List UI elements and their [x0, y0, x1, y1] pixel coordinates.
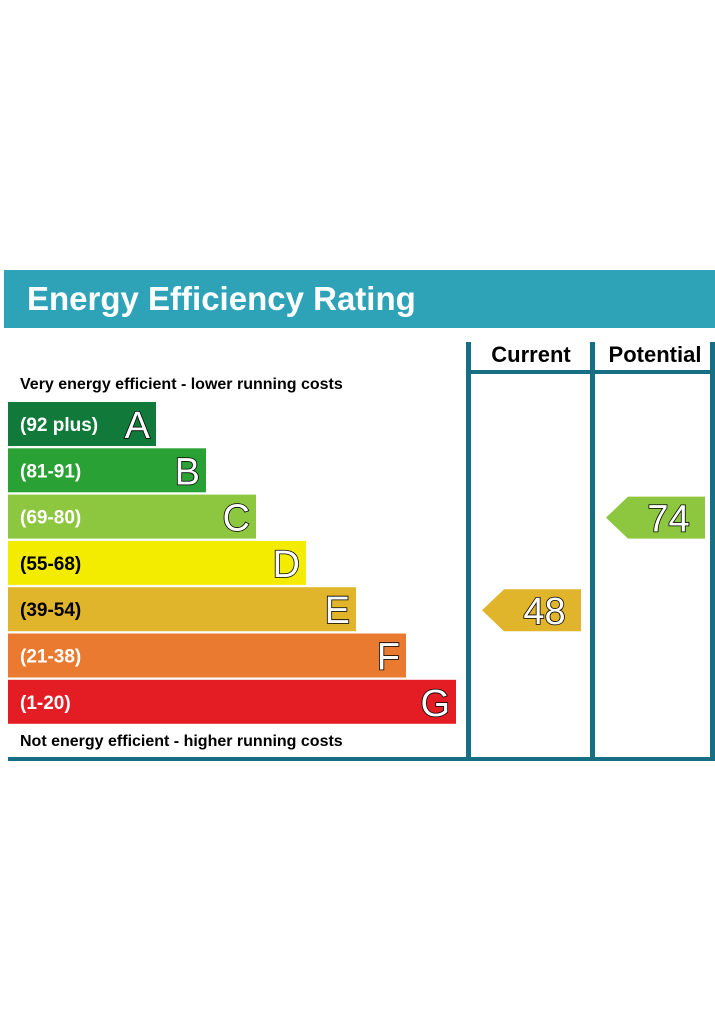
- band-letter-e: E: [325, 590, 350, 632]
- band-b: (81-91) B: [8, 448, 206, 494]
- band-range-g: (1-20): [20, 693, 71, 714]
- chart-title: Energy Efficiency Rating: [27, 280, 416, 317]
- band-bar-b: [8, 448, 206, 493]
- column-heading-potential: Potential: [609, 342, 702, 367]
- potential-arrow: 74: [606, 496, 705, 541]
- potential-value: 74: [647, 499, 689, 541]
- band-c: (69-80) C: [8, 494, 256, 540]
- band-e: (39-54) E: [8, 587, 356, 633]
- band-bar-f: [8, 633, 406, 678]
- band-range-a: (92 plus): [20, 415, 98, 436]
- rating-arrows: 48 74: [482, 496, 705, 634]
- band-range-d: (55-68): [20, 554, 81, 575]
- potential-arrow-shape: [606, 496, 705, 539]
- band-bar-c: [8, 494, 256, 539]
- band-g: (1-20) G: [8, 679, 456, 726]
- table-frame: [8, 342, 715, 761]
- band-bar-d: [8, 540, 306, 585]
- column-heading-current: Current: [491, 342, 571, 367]
- band-range-c: (69-80): [20, 508, 81, 529]
- band-d: (55-68) D: [8, 540, 306, 587]
- rating-bands: (92 plus) A(81-91) B(69-80) C(55-68) D(39-54…: [8, 402, 456, 726]
- band-letter-b: B: [175, 451, 200, 493]
- band-bar-e: [8, 587, 356, 632]
- title-bar: [4, 270, 715, 328]
- band-bar-g: [8, 679, 456, 724]
- band-range-f: (21-38): [20, 647, 81, 668]
- band-letter-c: C: [223, 498, 250, 540]
- band-letter-d: D: [273, 544, 300, 586]
- band-letter-g: G: [420, 683, 450, 725]
- band-range-b: (81-91): [20, 461, 81, 482]
- band-a: (92 plus) A: [8, 402, 156, 448]
- band-f: (21-38) F: [8, 633, 406, 679]
- current-arrow-shape: [482, 589, 581, 632]
- band-letter-f: F: [377, 637, 400, 679]
- band-bar-a: [8, 402, 156, 446]
- current-arrow: 48: [482, 589, 581, 634]
- band-range-e: (39-54): [20, 600, 81, 621]
- current-value: 48: [523, 591, 565, 633]
- top-note: Very energy efficient - lower running co…: [20, 376, 343, 393]
- band-letter-a: A: [125, 405, 151, 447]
- bottom-note: Not energy efficient - higher running co…: [20, 733, 343, 750]
